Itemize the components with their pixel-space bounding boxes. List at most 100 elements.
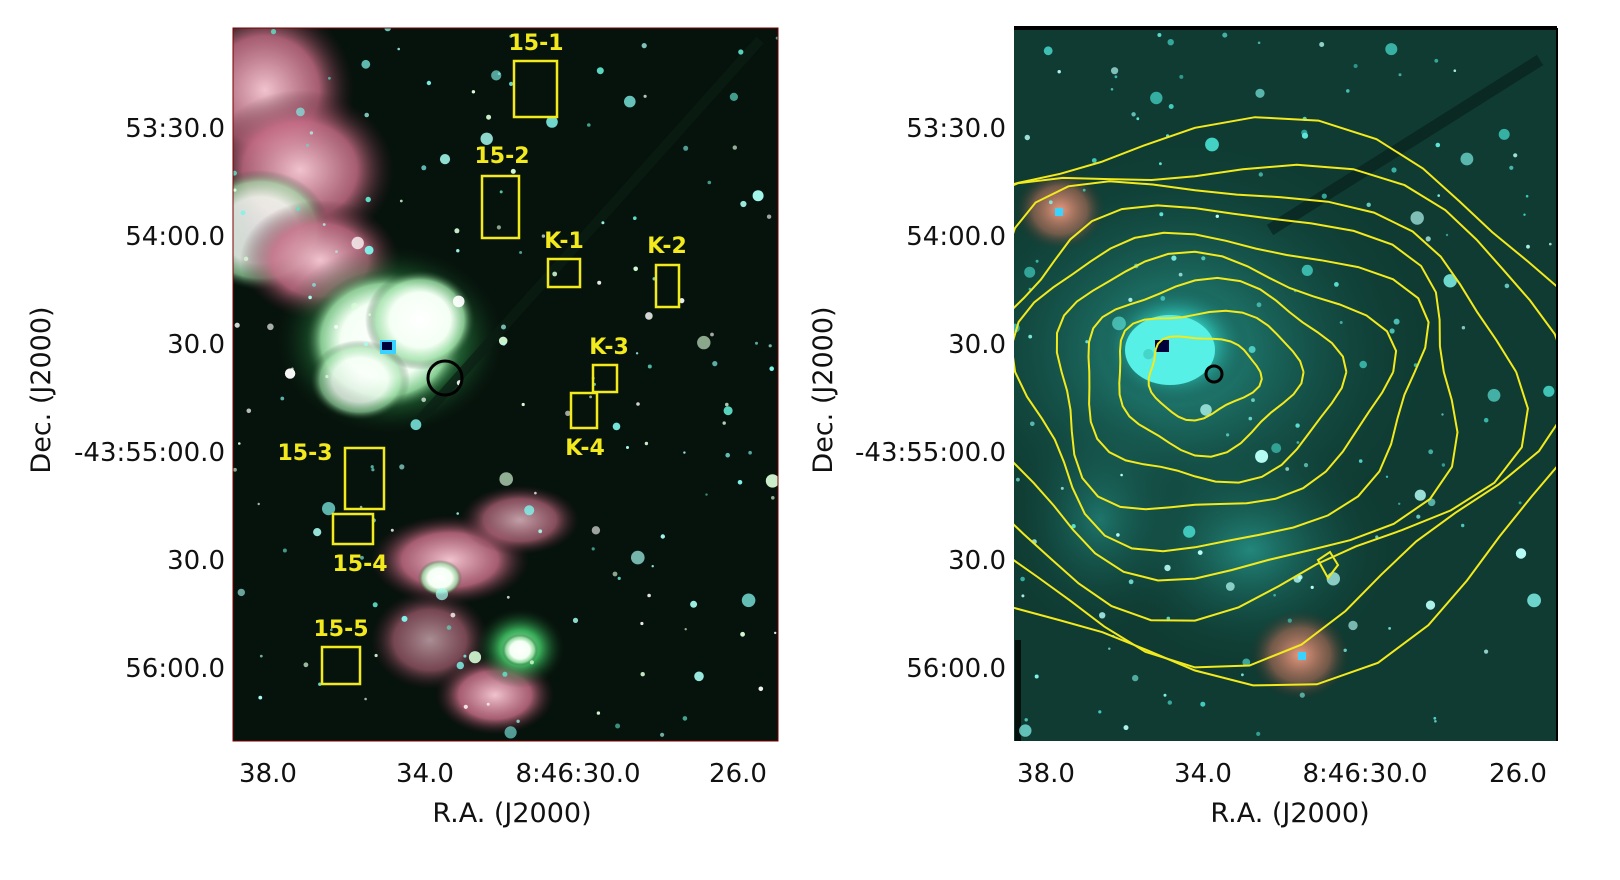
star [752,190,764,202]
star [1543,385,1555,397]
star [1123,725,1129,731]
star [1030,421,1035,427]
star [1082,188,1086,192]
ra-tick-label: 38.0 [239,759,297,789]
star [660,732,665,737]
star [631,550,645,565]
star [1248,346,1256,353]
star [1241,673,1244,677]
dec-tick-label: -43:55:00.0 [855,438,1006,468]
star [504,726,517,739]
star [1425,600,1436,610]
star [305,143,310,147]
star [1034,674,1039,679]
star [318,682,322,686]
star [1445,233,1449,237]
star [365,196,371,203]
star [1434,720,1437,723]
star [491,70,502,81]
star [328,76,331,80]
star [509,81,514,86]
star [1200,404,1212,416]
star [471,90,476,94]
star [1116,533,1120,537]
star [1021,594,1025,598]
region-box-label: K-1 [544,229,584,254]
star [1163,693,1167,697]
left-ylabel: Dec. (J2000) [26,306,57,473]
star [1321,193,1327,199]
star [1057,70,1061,74]
star [456,249,460,253]
star [502,342,506,346]
contour-set [1014,116,1557,687]
star [635,352,639,355]
star [1319,42,1325,47]
dec-tick-label: 53:30.0 [125,114,225,144]
region-box [480,174,521,240]
star [524,505,535,516]
contour-line [1014,180,1529,622]
star [1035,259,1039,263]
star [723,406,733,416]
star [684,628,687,631]
contour-line [1014,163,1557,669]
star [463,654,467,658]
star [712,361,718,367]
star [1043,46,1053,56]
star [1398,73,1402,77]
right-xlabel: R.A. (J2000) [1210,798,1369,829]
star [361,59,371,69]
star [1071,524,1076,529]
star [1287,618,1292,623]
star [601,221,605,225]
region-box-label: K-2 [647,234,687,259]
star [1437,194,1440,197]
star [463,704,468,709]
star [626,446,629,449]
star [741,593,756,608]
star [596,67,604,75]
star [725,452,730,458]
star [1435,142,1441,148]
star [510,168,516,174]
star [308,295,312,300]
star [546,116,558,128]
star [516,719,520,723]
star [1183,525,1196,538]
star [325,374,329,379]
star [452,295,465,308]
star [1549,242,1552,246]
star [1258,172,1264,177]
star [1295,423,1300,428]
star [1441,463,1446,467]
star [1346,89,1350,93]
star [725,402,729,407]
star [351,236,364,250]
star [1518,501,1522,505]
contour-line [1087,276,1348,484]
star [705,493,708,496]
star [1515,548,1527,559]
ra-tick-label: 8:46:30.0 [1302,759,1427,789]
star [1273,593,1276,597]
star [233,467,237,472]
star [351,302,359,310]
star [740,200,747,208]
star [1179,74,1184,79]
star [1483,417,1489,423]
star [707,180,712,185]
star [399,199,403,203]
region-box [512,59,559,119]
star [246,408,252,414]
star [1108,647,1111,650]
star [303,662,309,668]
star [1425,236,1431,242]
star [1024,134,1031,141]
contour-line [1014,204,1459,582]
star [486,702,490,706]
star [1166,616,1171,621]
star [1526,244,1530,249]
star [758,686,764,692]
